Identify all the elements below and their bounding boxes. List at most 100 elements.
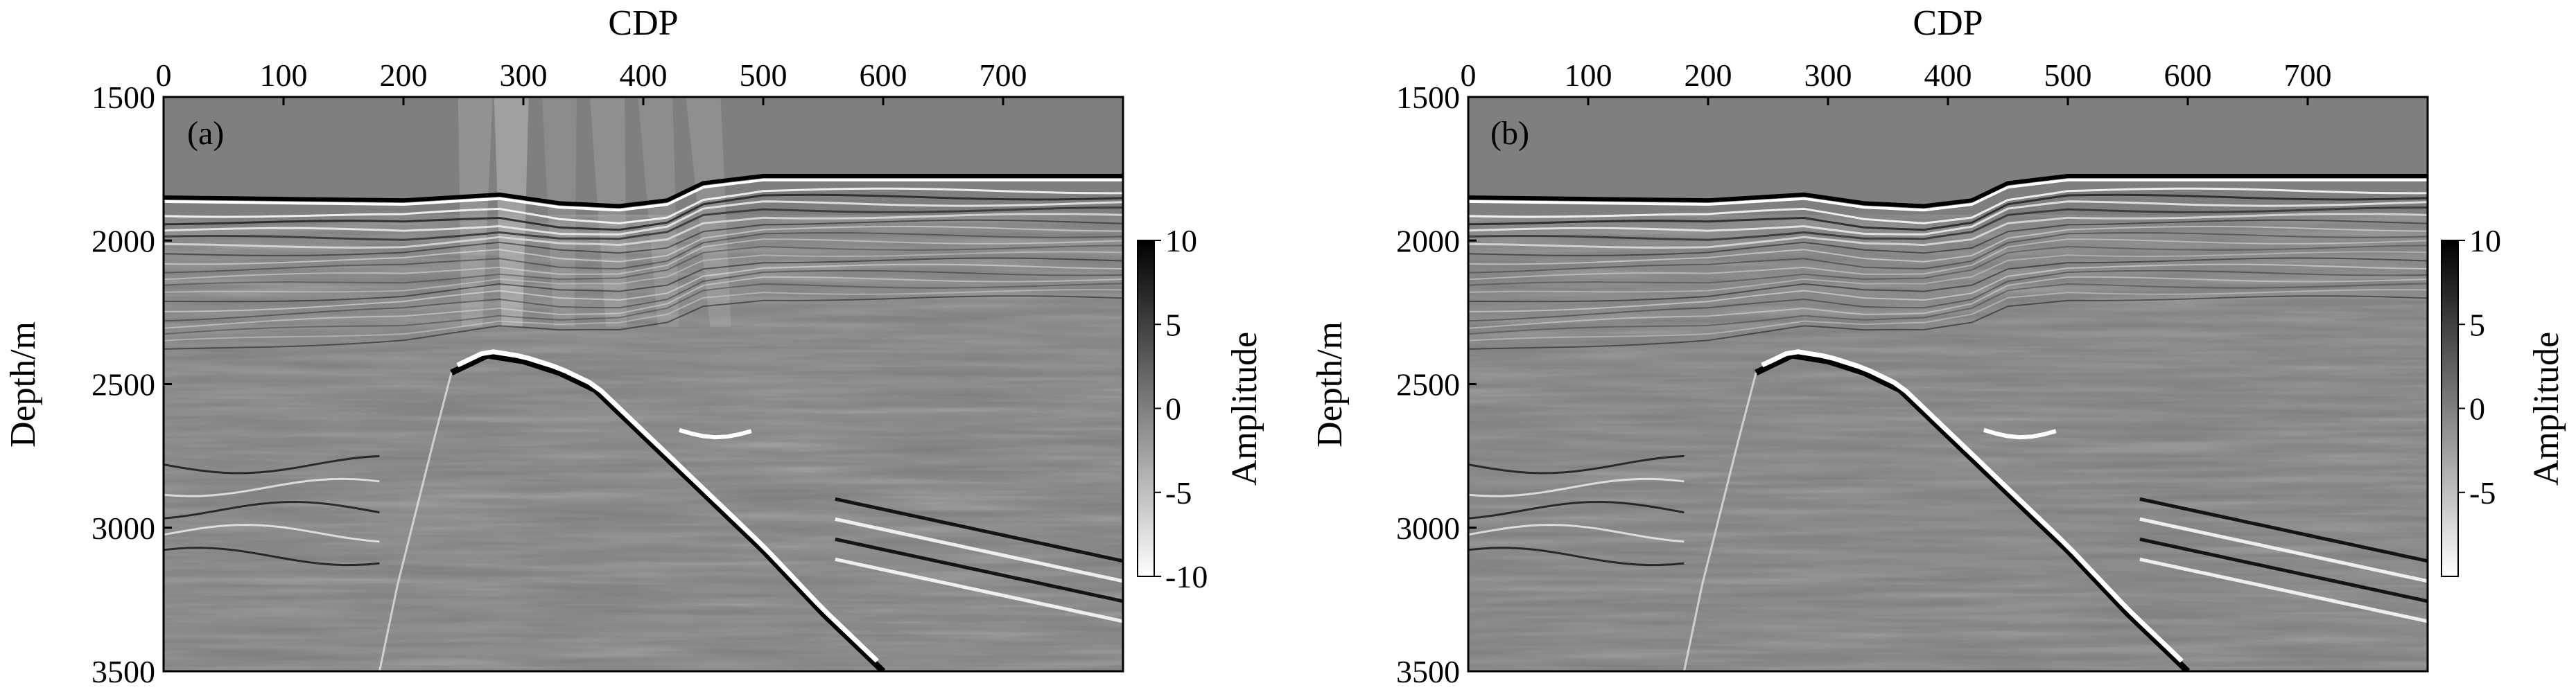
sediment-reflector (1468, 251, 2428, 293)
deep-reflector (2139, 557, 2428, 623)
deep-reflector (2139, 537, 2428, 603)
y-tick-label: 3500 (92, 654, 155, 689)
deep-reflector (164, 547, 380, 567)
sediment-reflector (1468, 245, 2428, 286)
panel-a-colorbar: 10 5 0 -5 -10 (1137, 223, 1208, 594)
y-tick-label: 1500 (92, 80, 155, 115)
x-tick-label: 500 (740, 57, 787, 93)
x-tick-label: 700 (980, 57, 1027, 93)
x-tick-label: 600 (2164, 57, 2212, 93)
sediment-reflector (164, 245, 1123, 286)
sediment-reflector (164, 206, 1123, 241)
deep-reflector (835, 537, 1123, 603)
x-tick-label: 0 (1461, 57, 1477, 93)
x-tick-label: 300 (500, 57, 548, 93)
sediment-reflector (1468, 238, 2428, 281)
panel-a-label: (a) (187, 115, 224, 152)
deep-reflector (2139, 517, 2428, 583)
x-tick-label: 600 (860, 57, 907, 93)
panel-b-y-ticks: 1500 2000 2500 3000 3500 (1396, 80, 1477, 689)
deep-reflector (164, 500, 380, 520)
y-tick-label: 3500 (1396, 654, 1460, 689)
panel-b-x-axis-title: CDP (1913, 3, 1983, 43)
salt-flank-reflector (1755, 352, 2191, 671)
sediment-reflector (164, 276, 1123, 329)
panel-b-y-axis-title: Depth/m (1310, 321, 1350, 448)
colorbar-tick-label: 5 (2469, 307, 2485, 342)
y-tick-label: 2000 (1396, 223, 1460, 258)
salt-flank-reflector-trough (1761, 349, 2184, 663)
sediment-reflector (164, 283, 1123, 335)
sediment-reflector (1468, 283, 2428, 335)
x-tick-label: 400 (620, 57, 668, 93)
sediment-reflector (164, 219, 1123, 256)
y-tick-label: 3000 (1396, 511, 1460, 546)
deep-reflector (164, 524, 380, 543)
seabed-reflector (1468, 174, 2428, 209)
panel-a: (a) 0 100 200 300 400 500 600 700 1500200025003… (3, 3, 1264, 689)
seabed-reflector (164, 174, 1123, 209)
colorbar-tick-label: 10 (1165, 223, 1197, 258)
x-tick-label: 400 (1924, 57, 1972, 93)
sediment-reflector (1468, 219, 2428, 256)
deep-reflector (164, 454, 380, 475)
sediment-reflector (1468, 225, 2428, 265)
deep-reflector (164, 477, 380, 497)
colorbar-tick-label: -5 (2469, 475, 2496, 511)
colorbar-tick-label: 5 (1165, 307, 1181, 342)
deep-reflector (1468, 524, 1685, 543)
x-tick-label: 100 (1565, 57, 1612, 93)
y-tick-label: 2000 (92, 223, 155, 258)
x-tick-label: 0 (156, 57, 172, 93)
y-tick-label: 2500 (1396, 367, 1460, 402)
salt-flank-reflector (450, 352, 886, 671)
sediment-reflector (1468, 200, 2428, 236)
sediment-reflector (1468, 187, 2428, 224)
deep-reflector (1468, 477, 1685, 497)
deep-reflector (1468, 500, 1685, 520)
colorbar-tick-label: 0 (1165, 391, 1181, 427)
sediment-reflector (164, 257, 1123, 303)
salt-flank-reflector-trough (456, 349, 879, 663)
sediment-reflector (164, 289, 1123, 342)
sediment-reflector (164, 187, 1123, 224)
sediment-reflector (1468, 232, 2428, 274)
y-tick-label: 3000 (92, 511, 155, 546)
sediment-reflector (164, 200, 1123, 236)
colorbar-tick-label: -5 (1165, 475, 1192, 511)
y-tick-label: 1500 (1396, 80, 1460, 115)
x-tick-label: 500 (2044, 57, 2092, 93)
deep-reflector (2139, 497, 2428, 563)
sediment-reflector (164, 232, 1123, 274)
deep-reflector (835, 497, 1123, 563)
colorbar-tick-label: 0 (2469, 391, 2485, 427)
panel-b-x-ticks: 0 100 200 300 400 500 600 700 (1461, 57, 2332, 105)
sediment-reflector (1468, 263, 2428, 312)
sediment-reflector (1468, 257, 2428, 303)
panel-a-colorbar-title: Amplitude (1225, 332, 1264, 486)
migration-artifact-smear (541, 97, 577, 327)
migration-artifact-smear (458, 97, 493, 327)
migration-artifact-smear (590, 97, 627, 327)
deep-reflector (835, 557, 1123, 623)
sediment-reflector (1468, 206, 2428, 241)
sediment-reflector (1468, 295, 2428, 350)
migration-artifact-smear (686, 97, 731, 327)
panel-a-y-ticks: 1500 2000 2500 3000 3500 (92, 80, 172, 689)
deep-reflector (1468, 454, 1685, 475)
panel-a-reflectors (164, 174, 1123, 671)
x-tick-label: 700 (2284, 57, 2332, 93)
sediment-reflector (164, 251, 1123, 293)
panel-a-y-axis-title: Depth/m (3, 321, 43, 448)
sediment-reflector (1468, 193, 2428, 231)
sediment-reflector (164, 269, 1123, 322)
sediment-reflector (164, 238, 1123, 281)
sediment-reflector (164, 193, 1123, 231)
seabed-reflector-trough (1468, 178, 2428, 212)
left-flank-reflector (1682, 372, 1757, 671)
panel-b-label: (b) (1490, 115, 1529, 152)
panel-a-image (164, 97, 1123, 671)
bright-event (679, 427, 752, 440)
sediment-reflector (164, 295, 1123, 350)
sediment-reflector (164, 225, 1123, 265)
